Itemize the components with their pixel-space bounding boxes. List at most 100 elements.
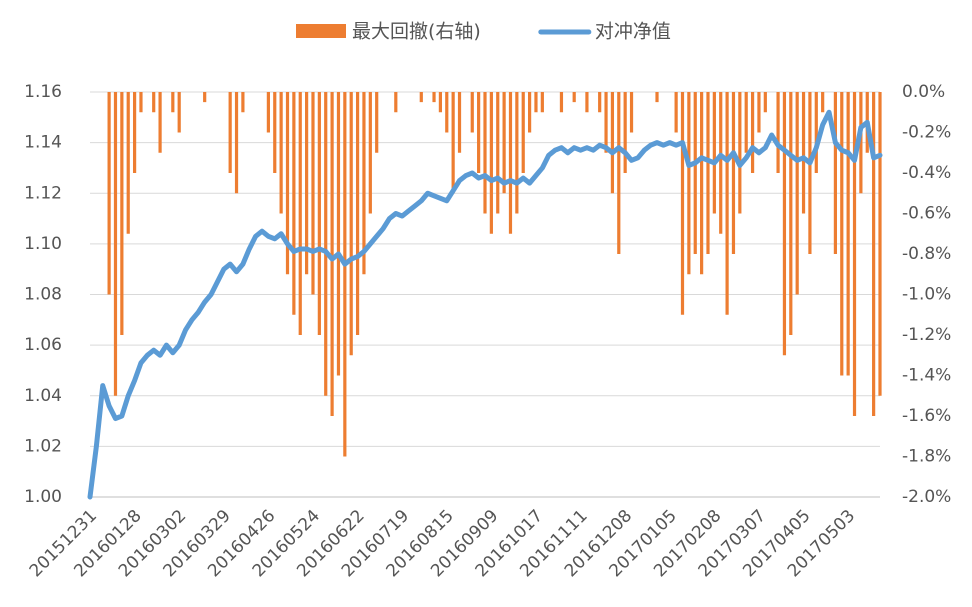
y-tick-label: 1.12: [24, 183, 62, 203]
bar: [712, 92, 716, 214]
y-tick-label: 1.08: [24, 285, 62, 305]
bar: [687, 92, 691, 275]
bar: [305, 92, 309, 275]
bar: [317, 92, 321, 335]
bar: [496, 92, 500, 214]
bar: [808, 92, 812, 254]
bar: [878, 92, 882, 396]
bar: [324, 92, 328, 396]
bar: [617, 92, 621, 254]
y-tick-label: 1.04: [24, 386, 62, 406]
y2-tick-label: -0.8%: [902, 244, 951, 264]
bar: [375, 92, 379, 153]
y2-tick-label: -0.2%: [902, 123, 951, 143]
y2-tick-label: -1.6%: [902, 406, 951, 426]
y-tick-label: 1.00: [24, 487, 62, 507]
bar: [776, 92, 780, 173]
bar: [126, 92, 130, 234]
bar: [457, 92, 462, 153]
bar: [731, 92, 736, 254]
bar: [107, 92, 111, 295]
bar: [782, 92, 787, 356]
bar: [872, 92, 876, 416]
bar: [534, 92, 538, 113]
bar: [336, 92, 341, 376]
y2-tick-label: -0.4%: [902, 163, 951, 183]
bar: [477, 92, 481, 173]
bar: [527, 92, 532, 133]
bar: [706, 92, 710, 254]
bar: [438, 92, 443, 113]
y-tick-label: 1.10: [24, 234, 62, 254]
bar: [489, 92, 493, 234]
bar: [419, 92, 423, 103]
bar: [680, 92, 685, 315]
bar: [821, 92, 825, 113]
bar: [852, 92, 857, 416]
bar: [840, 92, 844, 376]
bar: [349, 92, 353, 356]
bar: [623, 92, 627, 173]
bar: [394, 92, 398, 113]
bar: [674, 92, 678, 133]
y2-tick-label: -1.2%: [902, 325, 951, 345]
bar: [693, 92, 697, 254]
bar: [266, 92, 270, 133]
bar: [311, 92, 315, 295]
y-tick-label: 1.14: [24, 133, 62, 153]
bar: [572, 92, 576, 103]
legend-swatch: [296, 24, 346, 38]
bar: [355, 92, 360, 335]
bar: [177, 92, 181, 133]
bar: [604, 92, 608, 153]
legend-label: 对冲净值: [595, 21, 671, 43]
bar: [763, 92, 767, 113]
y2-tick-label: -1.8%: [902, 447, 951, 467]
bar: [540, 92, 544, 113]
bar: [833, 92, 838, 254]
bar: [343, 92, 347, 457]
bar: [725, 92, 729, 315]
bar: [298, 92, 302, 335]
bar: [330, 92, 334, 416]
bar: [859, 92, 863, 194]
legend-label: 最大回撤(右轴): [352, 21, 481, 43]
y-tick-label: 1.06: [24, 335, 62, 355]
bar: [362, 92, 366, 275]
bar: [655, 92, 659, 103]
bar: [801, 92, 806, 214]
bar: [483, 92, 487, 214]
bar: [279, 92, 283, 214]
bar: [744, 92, 748, 153]
y-tick-label: 1.02: [24, 436, 62, 456]
bar: [515, 92, 519, 214]
bar: [171, 92, 175, 113]
bar: [610, 92, 615, 194]
y2-tick-label: 0.0%: [902, 82, 945, 102]
bar: [451, 92, 455, 194]
bar: [795, 92, 799, 295]
y2-tick-label: -1.4%: [902, 366, 951, 386]
bar: [598, 92, 602, 113]
bar: [120, 92, 124, 335]
bar: [846, 92, 850, 376]
bar: [470, 92, 474, 133]
bar: [814, 92, 818, 173]
bar: [292, 92, 296, 315]
bar: [508, 92, 513, 234]
y2-tick-label: -2.0%: [902, 487, 951, 507]
bar: [113, 92, 118, 396]
bar: [750, 92, 755, 173]
y2-tick-label: -1.0%: [902, 285, 951, 305]
bar: [228, 92, 232, 173]
bar: [559, 92, 564, 113]
bar: [203, 92, 207, 103]
bar: [132, 92, 137, 173]
bar: [139, 92, 143, 113]
bar: [700, 92, 704, 275]
bar: [285, 92, 290, 275]
bar: [368, 92, 372, 214]
bar: [757, 92, 761, 133]
y2-tick-label: -0.6%: [902, 204, 951, 224]
